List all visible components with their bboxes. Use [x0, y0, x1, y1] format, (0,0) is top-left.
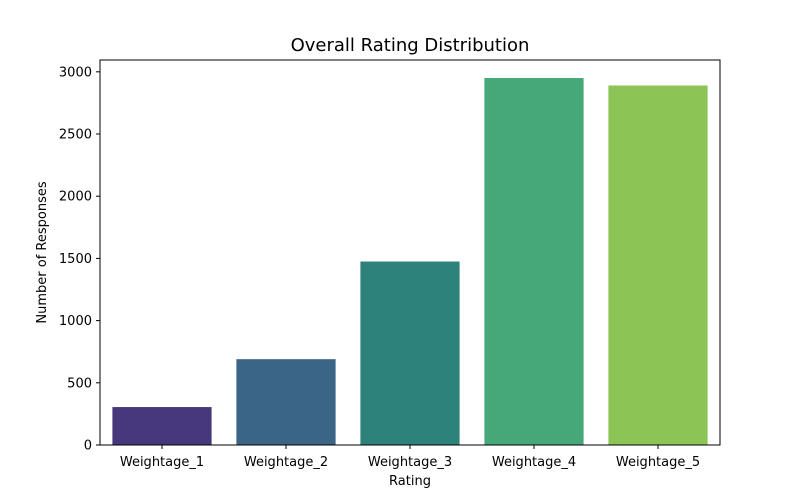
bar-weightage-2	[236, 359, 336, 445]
x-tick-label: Weightage_1	[120, 455, 204, 470]
bar-weightage-4	[484, 78, 584, 445]
y-axis-label: Number of Responses	[35, 181, 50, 323]
x-ticks: Weightage_1 Weightage_2 Weightage_3 Weighta…	[120, 445, 700, 470]
bar-weightage-1	[112, 407, 212, 445]
x-axis-label: Rating	[389, 474, 431, 489]
y-tick-label: 3000	[59, 65, 92, 80]
plot-frame	[99, 59, 721, 446]
y-tick-label: 2000	[59, 190, 92, 205]
y-tick-label: 1500	[59, 252, 92, 267]
x-tick-label: Weightage_4	[492, 455, 576, 470]
y-tick-label: 1000	[59, 314, 92, 329]
bar-weightage-3	[360, 261, 460, 445]
y-ticks: 0 500 1000 1500 2000 2500 3000	[59, 65, 100, 454]
y-tick-label: 500	[67, 376, 92, 391]
chart-title: Overall Rating Distribution	[291, 35, 530, 56]
x-tick-label: Weightage_3	[368, 455, 452, 470]
x-tick-label: Weightage_2	[244, 455, 328, 470]
x-tick-label: Weightage_5	[616, 455, 700, 470]
y-tick-label: 0	[84, 439, 92, 454]
bars-layer	[112, 78, 708, 445]
bar-weightage-5	[608, 85, 708, 445]
y-tick-label: 2500	[59, 128, 92, 143]
